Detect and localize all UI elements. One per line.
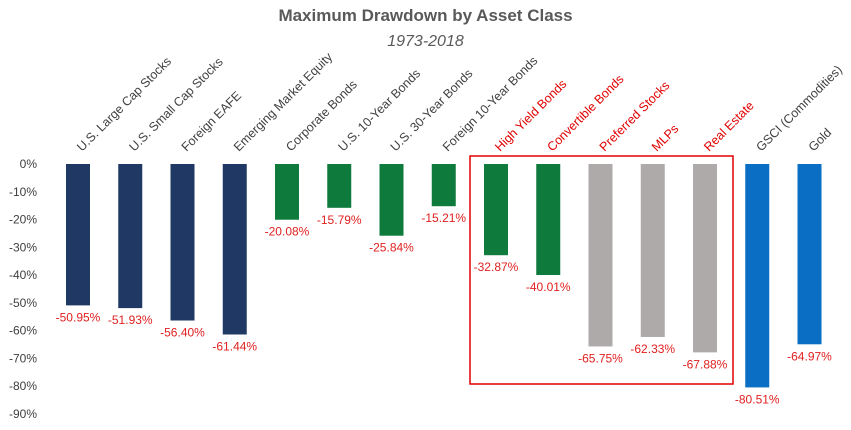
bar — [536, 164, 561, 276]
bar — [640, 164, 665, 337]
chart-title: Maximum Drawdown by Asset Class — [278, 6, 573, 25]
y-tick-label: -40% — [9, 268, 37, 282]
category-label: Real Estate — [701, 98, 757, 154]
bar — [693, 164, 717, 353]
y-tick-label: -10% — [9, 185, 37, 199]
data-label: -51.93% — [108, 313, 153, 327]
data-label: -56.40% — [160, 326, 205, 340]
y-tick-label: -60% — [9, 324, 37, 338]
data-label: -40.01% — [526, 280, 571, 294]
data-label: -67.88% — [683, 357, 728, 371]
category-label: MLPs — [649, 122, 681, 154]
data-label: -50.95% — [56, 310, 101, 324]
y-tick-label: -70% — [9, 351, 37, 365]
category-label: U.S. Large Cap Stocks — [74, 54, 174, 154]
y-tick-label: -80% — [9, 379, 37, 393]
category-label: Emerging Market Equity — [231, 49, 336, 154]
bar — [66, 164, 90, 306]
bar — [379, 164, 404, 236]
bar — [118, 164, 143, 309]
y-tick-label: 0% — [20, 157, 38, 171]
data-label: -65.75% — [578, 351, 623, 365]
y-axis: 0% -10% -20% -30% -40% -50% -60% -70% -80% -90% — [9, 157, 37, 421]
bar — [588, 164, 613, 347]
bar — [327, 164, 352, 208]
bar — [484, 164, 508, 256]
data-labels-group: -50.95% -51.93% -56.40% -61.44% -20.08% -15.7… — [56, 211, 833, 406]
y-tick-label: -90% — [9, 407, 37, 421]
category-label: Gold — [806, 126, 835, 155]
data-label: -62.33% — [630, 342, 675, 356]
y-tick-label: -50% — [9, 296, 37, 310]
y-tick-label: -30% — [9, 240, 37, 254]
bar — [797, 164, 822, 345]
data-label: -25.84% — [369, 241, 414, 255]
data-label: -20.08% — [265, 225, 310, 239]
chart-subtitle: 1973-2018 — [387, 33, 464, 50]
data-label: -80.51% — [735, 392, 780, 406]
bars-group — [66, 164, 822, 388]
data-label: -15.21% — [421, 211, 466, 225]
data-label: -32.87% — [474, 260, 519, 274]
bar — [745, 164, 770, 388]
data-label: -61.44% — [212, 339, 257, 353]
data-label: -64.97% — [787, 349, 832, 363]
bar — [222, 164, 247, 335]
category-label: U.S. Small Cap Stocks — [126, 55, 225, 154]
bar — [170, 164, 195, 321]
category-label: GSCI (Commodities) — [753, 63, 844, 154]
bar — [275, 164, 299, 220]
data-label: -15.79% — [317, 213, 362, 227]
y-tick-label: -20% — [9, 213, 37, 227]
category-label: Foreign 10-Year Bonds — [440, 54, 540, 154]
highlight-box — [469, 155, 734, 385]
bar — [431, 164, 456, 207]
